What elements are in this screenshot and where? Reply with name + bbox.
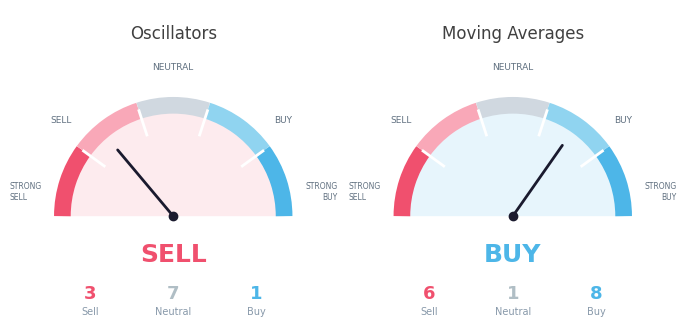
Polygon shape xyxy=(402,105,624,216)
Text: Neutral: Neutral xyxy=(155,307,191,317)
Text: Sell: Sell xyxy=(81,307,99,317)
Text: STRONG
SELL: STRONG SELL xyxy=(348,182,381,202)
Text: 1: 1 xyxy=(506,285,519,303)
Text: Sell: Sell xyxy=(421,307,438,317)
Text: SELL: SELL xyxy=(390,116,412,125)
Text: BUY: BUY xyxy=(274,116,292,125)
Text: 7: 7 xyxy=(167,285,180,303)
Text: STRONG
SELL: STRONG SELL xyxy=(9,182,41,202)
Text: 8: 8 xyxy=(589,285,602,303)
Text: SELL: SELL xyxy=(51,116,72,125)
Text: Neutral: Neutral xyxy=(495,307,531,317)
Text: STRONG
BUY: STRONG BUY xyxy=(305,182,338,202)
Text: NEUTRAL: NEUTRAL xyxy=(152,63,194,72)
Text: BUY: BUY xyxy=(484,243,541,267)
Title: Oscillators: Oscillators xyxy=(130,25,217,43)
Text: Buy: Buy xyxy=(587,307,605,317)
Text: Buy: Buy xyxy=(247,307,265,317)
Text: NEUTRAL: NEUTRAL xyxy=(492,63,534,72)
Text: 3: 3 xyxy=(84,285,96,303)
Text: STRONG
BUY: STRONG BUY xyxy=(645,182,677,202)
Text: 1: 1 xyxy=(250,285,263,303)
Text: BUY: BUY xyxy=(614,116,632,125)
Text: 6: 6 xyxy=(423,285,436,303)
Polygon shape xyxy=(62,105,284,216)
Title: Moving Averages: Moving Averages xyxy=(442,25,584,43)
Text: SELL: SELL xyxy=(140,243,206,267)
